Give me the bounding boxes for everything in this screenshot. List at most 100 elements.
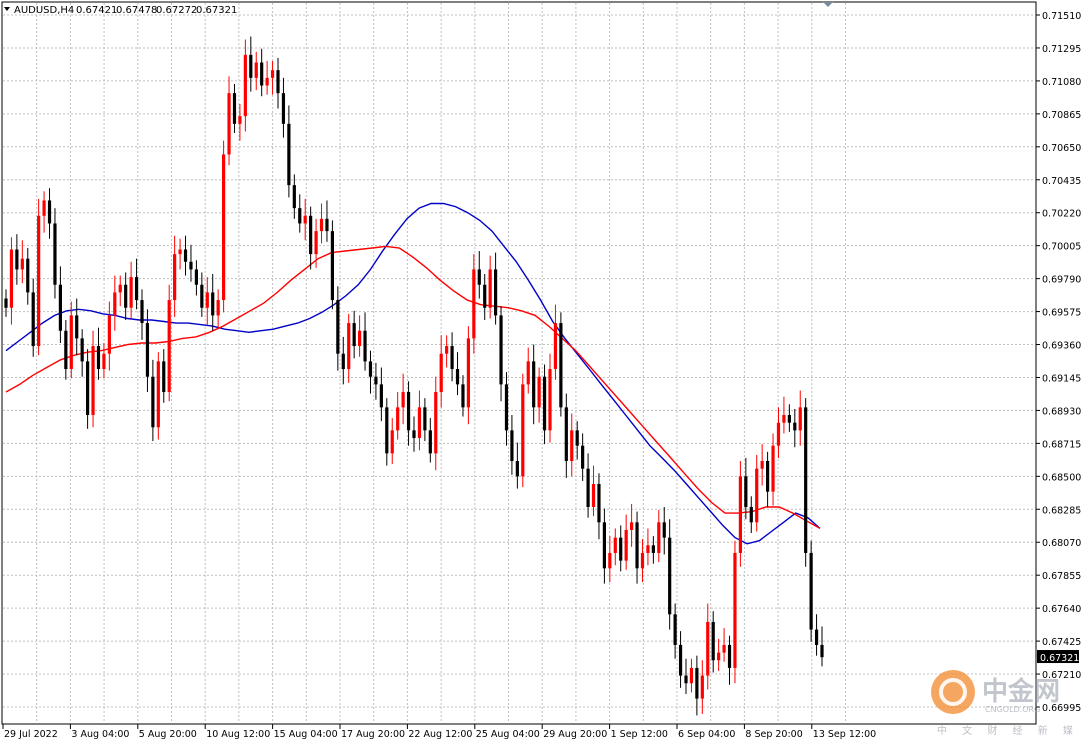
candle-bearish [75,298,79,356]
logo-ring-icon [939,678,967,706]
candle-bullish [314,218,318,268]
candle-bullish [608,536,612,583]
candle-bullish [167,284,171,402]
candle-bullish [37,198,41,356]
candle-bearish [194,260,198,296]
x-tick-label: 8 Sep 20:00 [745,729,802,740]
candle-bullish [445,335,449,368]
candle-bearish [412,416,416,452]
candle-bearish [510,415,514,475]
candle-bullish [222,140,226,313]
dropdown-triangle-icon[interactable] [4,7,10,11]
candle-bearish [635,511,639,584]
candle-bearish [727,635,732,685]
y-tick-label: 0.70435 [1042,176,1081,187]
watermark-name: 中金网 [982,676,1060,707]
y-tick-label: 0.68285 [1042,505,1081,516]
y-tick-label: 0.69145 [1042,373,1081,384]
y-tick-label: 0.71295 [1042,44,1081,55]
candle-bearish [461,375,465,417]
x-tick-label: 3 Aug 04:00 [71,729,129,740]
candle-bearish [232,83,237,134]
price-axis: 0.71510 0.71295 0.71080 0.70865 0.70650 0.704… [1036,11,1081,714]
x-tick-label: 15 Aug 04:00 [274,729,338,740]
candle-bearish [211,274,215,331]
candle-bearish [80,329,84,377]
candle-bearish [330,220,334,310]
candle-bullish [706,603,710,690]
candle-bullish [227,76,231,166]
candle-bearish [298,194,302,233]
candle-bearish [58,266,62,343]
candle-bearish [309,206,313,270]
candle-bullish [782,396,786,434]
candle-bullish [755,454,759,532]
close-value: 0.67321 [196,5,237,16]
shift-marker-icon[interactable] [823,2,833,7]
y-tick-label: 0.68715 [1042,439,1081,450]
x-tick-label: 25 Aug 04:00 [476,729,540,740]
candle-bullish [466,326,470,425]
candle-bullish [624,514,628,570]
low-value: 0.67272 [156,5,197,16]
candle-bearish [744,457,748,520]
candle-bullish [205,277,209,325]
y-tick-label: 0.70220 [1042,209,1081,220]
chart-header: AUDUSD,H4 0.67421 0.67478 0.67272 0.6732… [4,5,237,16]
x-tick-label: 13 Sep 12:00 [813,729,876,740]
candle-bullish [319,203,324,244]
candle-bearish [678,631,683,688]
x-tick-label: 29 Aug 20:00 [543,729,607,740]
candle-bearish [124,272,128,321]
candle-bearish [189,244,193,282]
candle-bearish [134,258,139,310]
candle-bullish [798,390,802,446]
candle-bearish [325,200,329,242]
ma-slow-line [5,245,821,530]
candle-bullish [238,103,242,141]
candle-bullish [613,528,617,566]
candle-bearish [651,536,655,564]
candle-bullish [548,353,552,443]
candle-bullish [521,373,525,488]
candle-bearish [292,174,296,219]
candle-bearish [423,398,427,442]
candle-bearish [260,48,264,97]
y-tick-label: 0.69790 [1042,275,1081,286]
candle-bearish [684,658,688,694]
candle-bullish [760,444,764,486]
candle-bullish [689,658,694,693]
candle-bearish [47,188,52,239]
x-tick-label: 17 Aug 20:00 [341,729,405,740]
candle-bullish [738,461,742,567]
candle-bearish [26,247,30,305]
candle-bearish [581,433,585,481]
candle-bullish [390,418,394,465]
candle-bearish [820,626,824,667]
candle-bullish [178,238,182,270]
y-tick-label: 0.70650 [1042,143,1081,154]
candle-bullish [401,373,405,425]
y-tick-label: 0.69575 [1042,308,1081,319]
candle-bearish [504,372,509,446]
candle-bearish [379,367,383,422]
candle-bullish [270,60,275,95]
candle-bearish [336,286,340,371]
candle-bullish [417,390,422,451]
x-tick-label: 5 Aug 20:00 [139,729,197,740]
candle-bearish [4,289,8,317]
x-tick-label: 6 Sep 04:00 [678,729,735,740]
candle-bullish [156,352,160,440]
candle-bullish [243,39,247,132]
candle-bearish [200,272,204,317]
candle-bearish [662,506,666,555]
candle-bullish [129,261,133,319]
candle-bearish [374,362,378,400]
candle-bullish [347,313,351,383]
watermark: 中金网 CNGOLD.ORG 中 文 财 经 新 媒 体 [931,670,1088,737]
candle-bearish [140,289,144,340]
y-tick-label: 0.70865 [1042,110,1081,121]
candle-bearish [586,453,590,518]
candle-bearish [787,404,791,432]
